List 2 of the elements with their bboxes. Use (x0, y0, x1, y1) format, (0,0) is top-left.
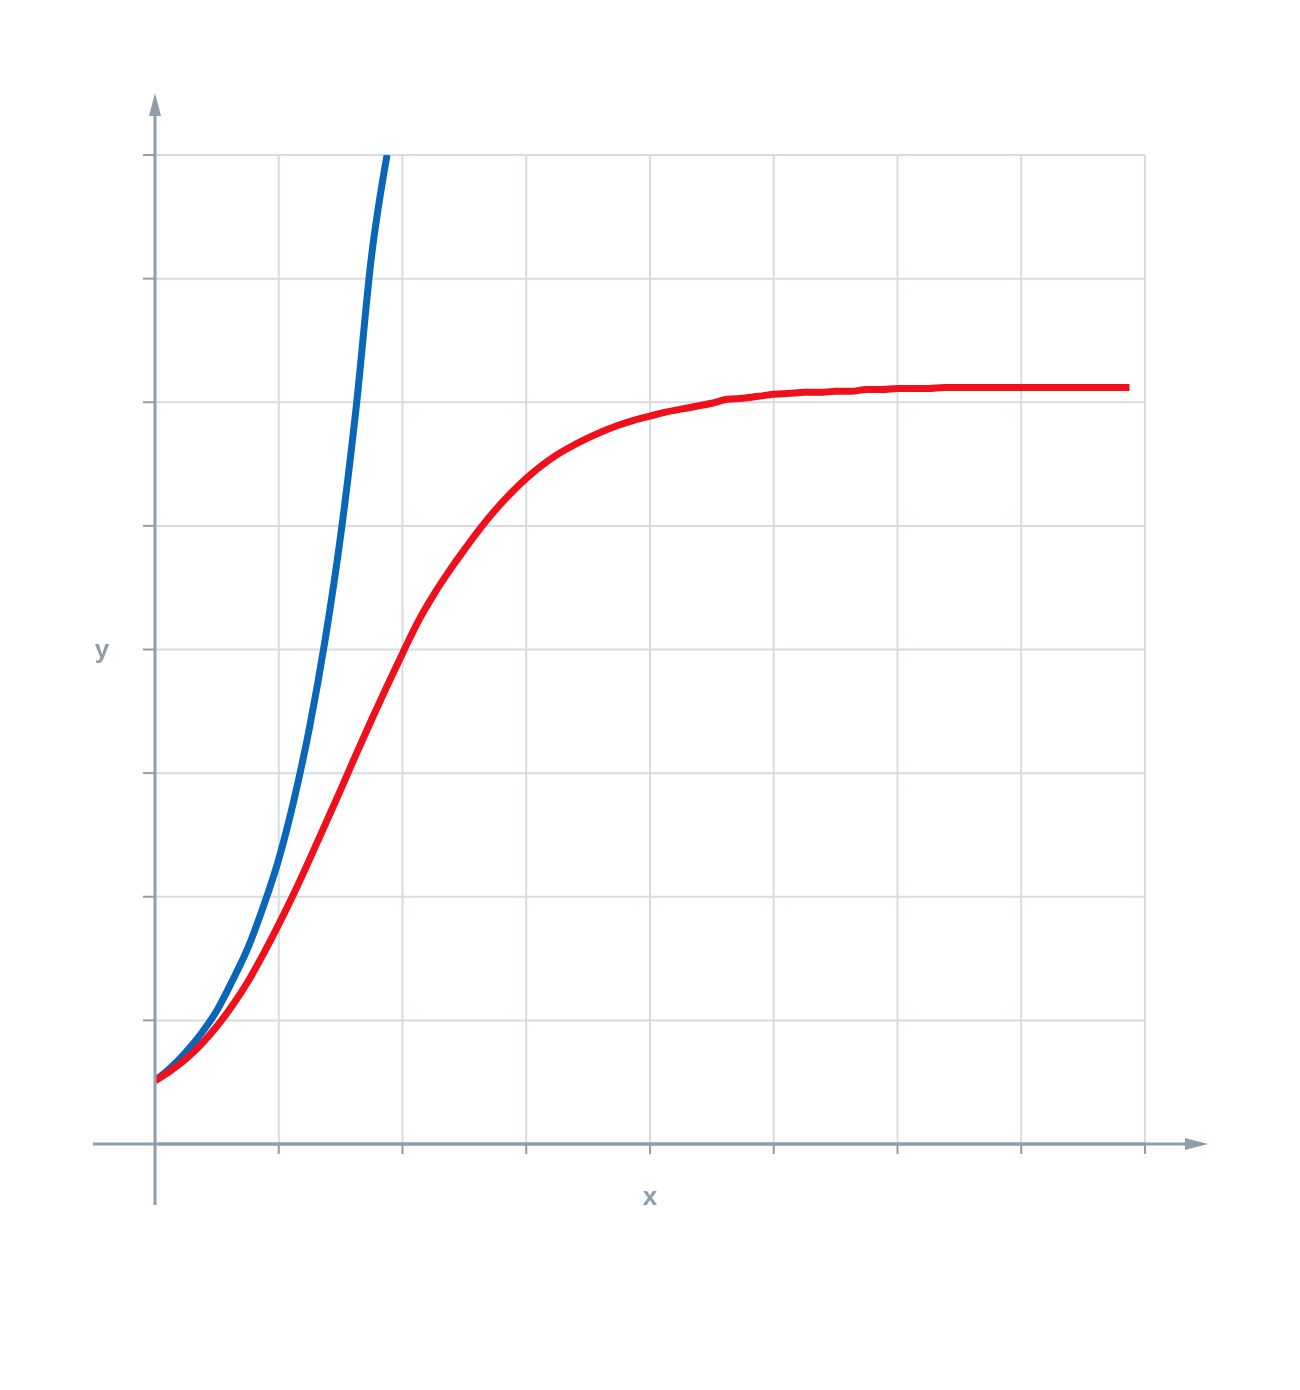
x-axis-title: x (642, 1181, 658, 1211)
y-axis-title: y (94, 634, 110, 664)
